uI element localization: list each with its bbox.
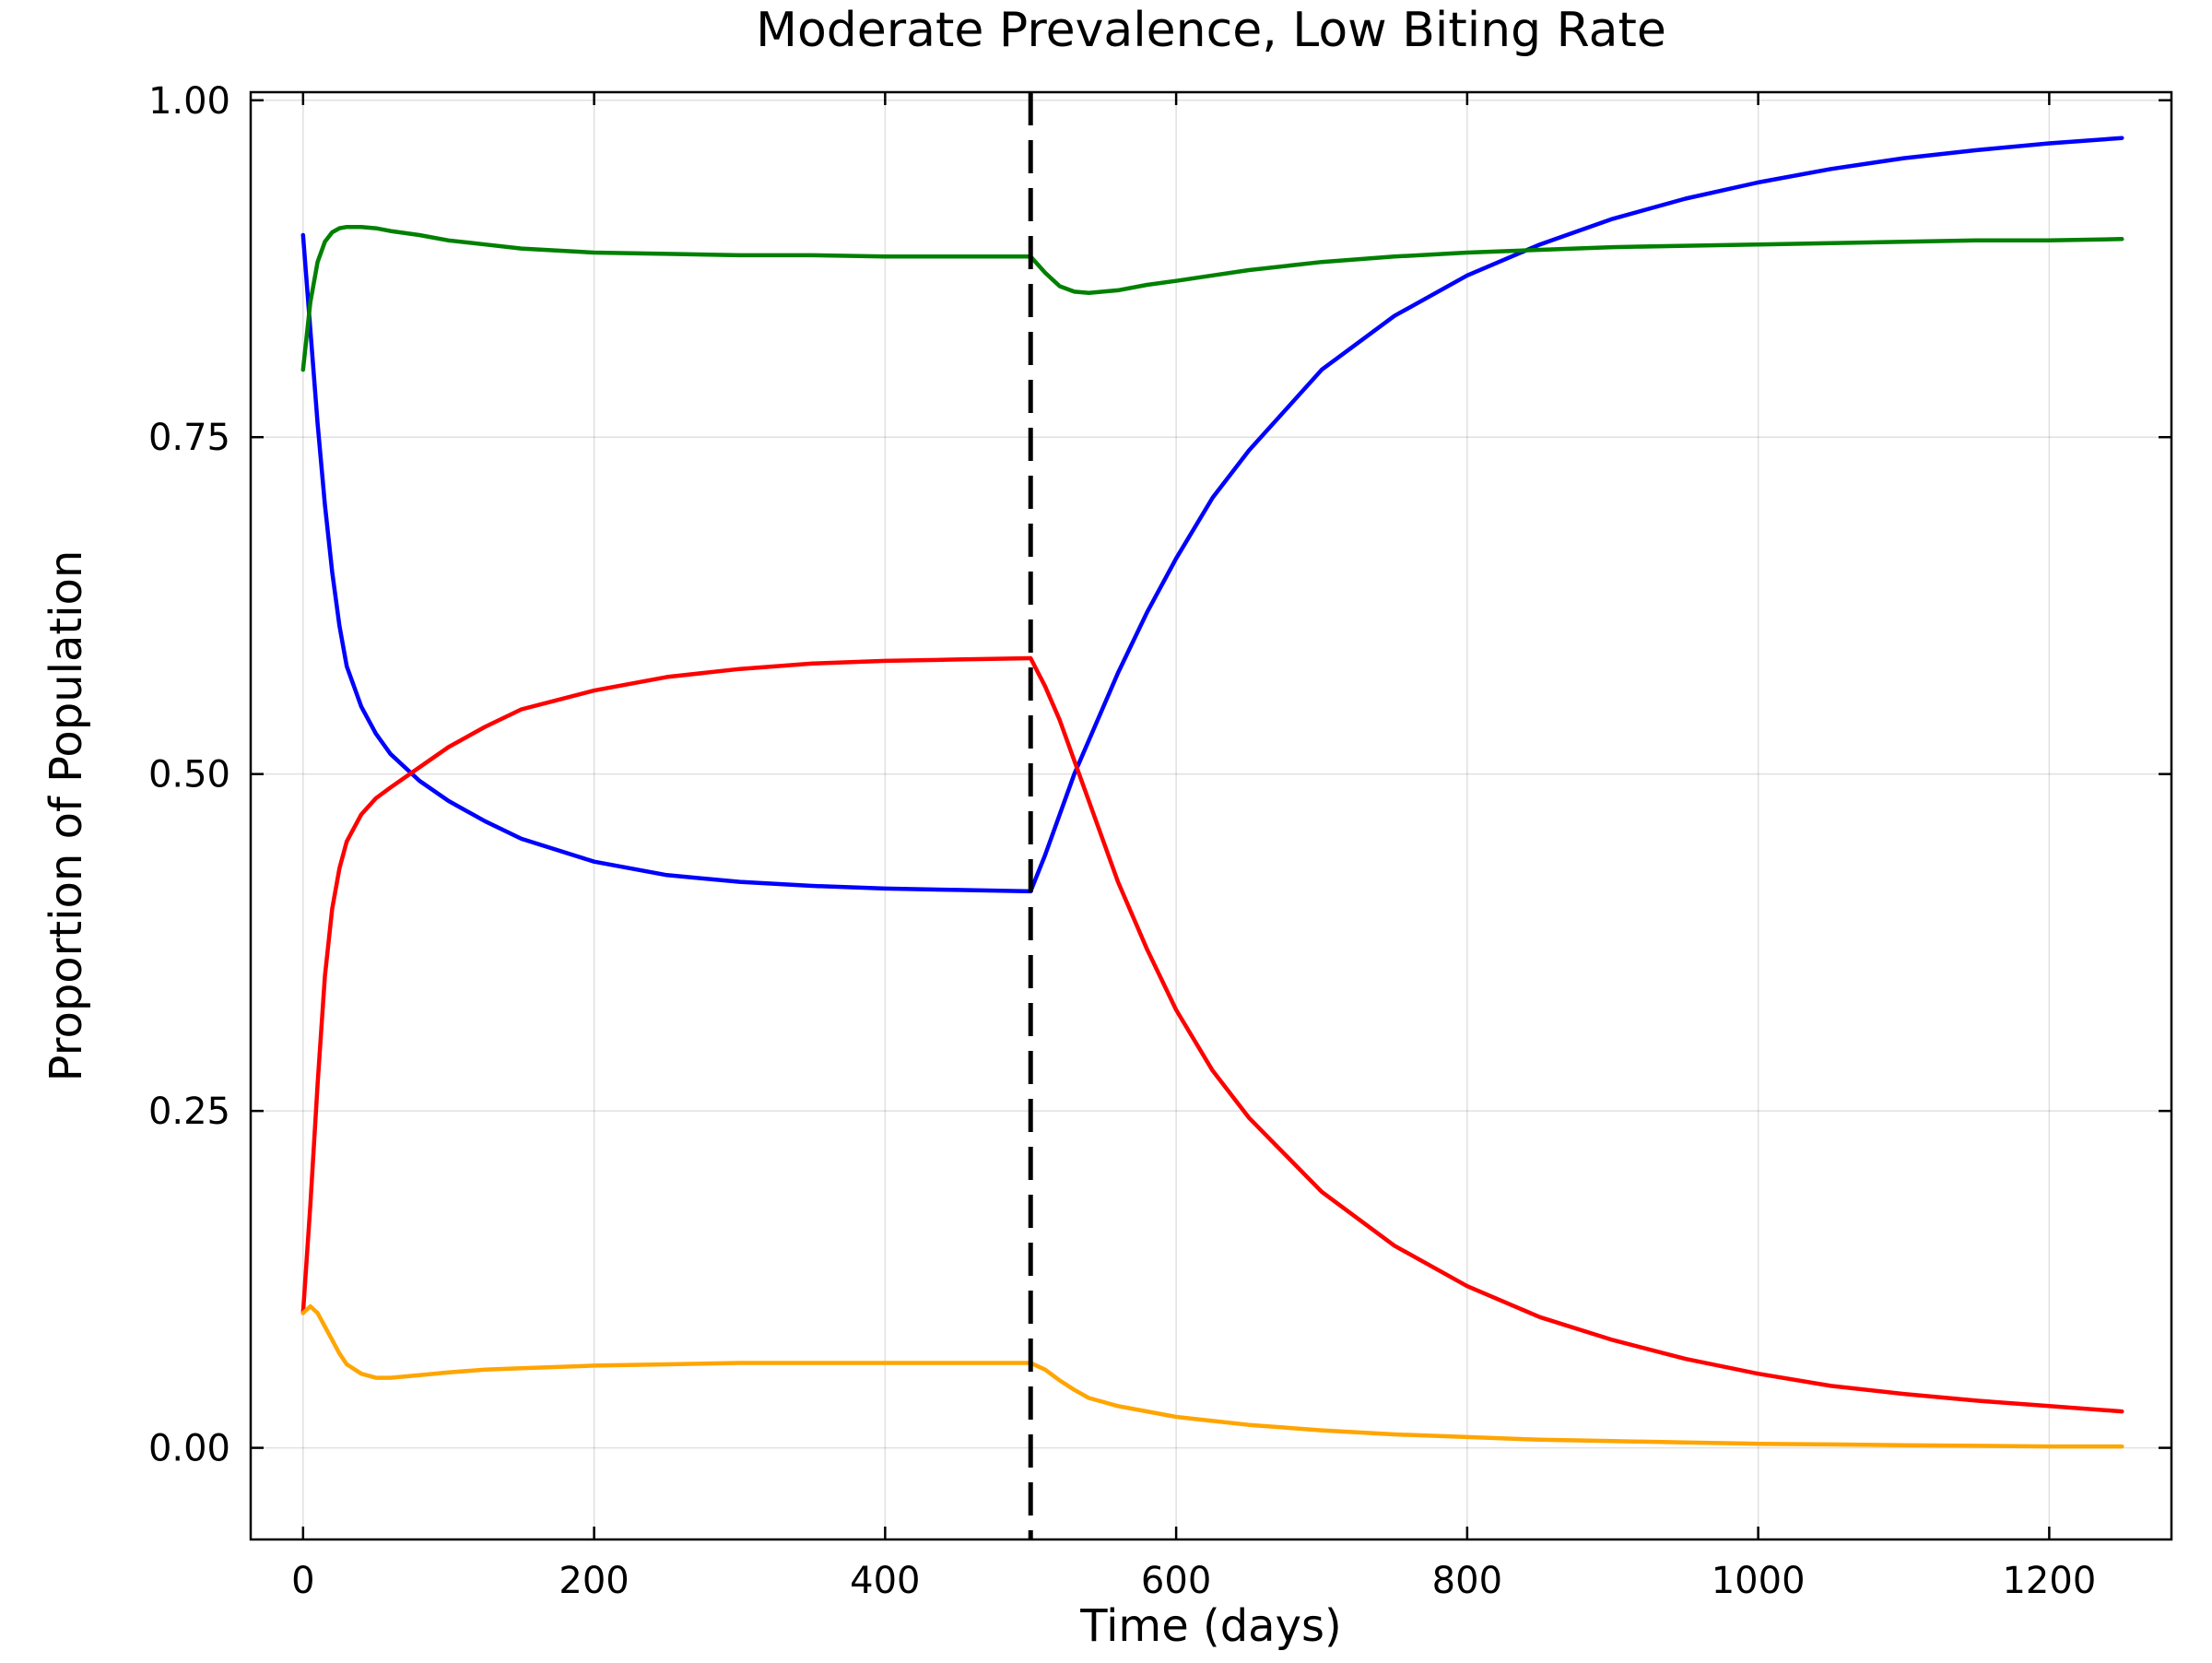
- x-tick-label: 0: [291, 1560, 314, 1602]
- grid-layer: [251, 92, 2171, 1539]
- x-tick-label: 600: [1141, 1560, 1211, 1602]
- series-line-2: [300, 655, 2124, 1414]
- series-line-1: [300, 136, 2124, 894]
- x-tick-label: 400: [850, 1560, 920, 1602]
- x-axis-label: Time (days): [1079, 1600, 1341, 1652]
- y-tick-label: 0.50: [148, 754, 230, 796]
- series-layer: [300, 136, 2124, 1449]
- y-axis-label: Proportion of Population: [41, 550, 92, 1082]
- x-tick-label: 1000: [1712, 1560, 1806, 1602]
- x-tick-label: 200: [559, 1560, 629, 1602]
- series-line-4: [300, 1303, 2124, 1449]
- x-tick-label: 1200: [2002, 1560, 2096, 1602]
- y-tick-label: 0.00: [148, 1428, 230, 1470]
- y-tick-label: 0.25: [148, 1091, 230, 1133]
- y-tick-label: 1.00: [148, 80, 230, 123]
- y-tick-label: 0.75: [148, 417, 230, 459]
- plot-frame: [249, 90, 2173, 1541]
- chart-title: Moderate Prevalence, Low Biting Rate: [756, 3, 1666, 58]
- tick-layer: 0 200 400 600 800 1000 1200 0.00 0.25 0.50 0.75 1.0…: [148, 80, 2171, 1602]
- x-tick-label: 800: [1432, 1560, 1502, 1602]
- series-line-3: [300, 224, 2124, 372]
